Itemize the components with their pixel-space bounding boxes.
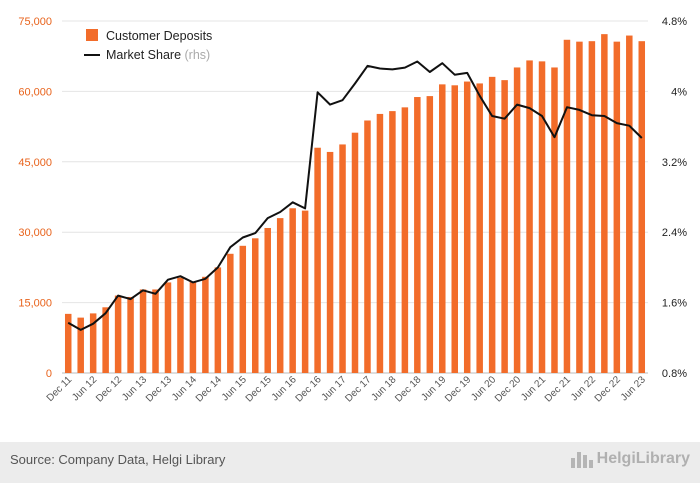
deposit-bar	[127, 296, 134, 373]
deposit-bar	[139, 289, 147, 373]
right-axis-labels: 0.8% 1.6% 2.4% 3.2% 4% 4.8%	[662, 16, 687, 380]
legend-rhs-suffix: (rhs)	[185, 48, 211, 62]
x-tick-label: Dec 22	[593, 374, 623, 404]
library-icon	[570, 450, 593, 468]
deposit-bar	[64, 313, 72, 373]
right-tick-label: 2.4%	[662, 227, 687, 239]
legend-label-market-share: Market Share (rhs)	[106, 48, 210, 62]
deposit-bar	[414, 97, 421, 374]
left-axis-labels: 0 15,000 30,000 45,000 60,000 75,000	[18, 16, 52, 380]
deposit-bar	[551, 67, 558, 374]
deposit-bar	[189, 281, 197, 373]
deposit-bar	[289, 208, 296, 373]
deposit-bar	[376, 113, 384, 373]
deposit-bar	[239, 245, 247, 373]
right-tick-label: 1.6%	[662, 298, 687, 310]
x-tick-label: Dec 19	[443, 374, 473, 404]
deposit-bar	[152, 289, 159, 373]
deposit-bar	[626, 35, 633, 374]
x-tick-label: Dec 14	[194, 374, 224, 404]
deposit-bar	[364, 120, 371, 374]
deposit-bar	[177, 277, 184, 373]
deposit-bar	[314, 147, 321, 373]
deposit-bar	[276, 218, 284, 373]
deposit-bar	[301, 210, 309, 373]
right-tick-label: 3.2%	[662, 157, 687, 169]
combo-chart: 0 15,000 30,000 45,000 60,000 75,000 0.8% 1.6%…	[18, 16, 687, 405]
deposit-bar	[164, 282, 172, 373]
deposit-bar	[439, 84, 446, 374]
x-tick-label: Dec 16	[294, 374, 324, 404]
market-share-line-path	[67, 60, 643, 331]
deposit-bar	[89, 313, 97, 373]
deposit-bar	[463, 81, 471, 373]
deposit-bar	[513, 67, 521, 374]
deposit-bar	[252, 238, 259, 373]
deposit-bar	[588, 41, 596, 373]
deposit-bar	[264, 227, 271, 373]
deposit-bar	[488, 76, 496, 373]
x-tick-label: Dec 13	[144, 374, 174, 404]
deposit-bar	[601, 34, 608, 374]
deposit-bar	[538, 61, 546, 373]
deposit-bar	[563, 39, 571, 373]
helgi-library-logo: HelgiLibrary	[570, 450, 690, 468]
deposit-bar	[114, 295, 122, 373]
legend: Customer Deposits Market Share (rhs)	[84, 29, 212, 62]
deposit-bar	[351, 132, 359, 373]
footer: Source: Company Data, Helgi Library Helg…	[0, 442, 700, 483]
x-tick-label: Dec 20	[493, 374, 523, 404]
deposit-bar	[576, 41, 583, 373]
x-tick-label: Dec 17	[343, 374, 373, 404]
x-tick-label: Dec 18	[393, 374, 423, 404]
deposit-bars	[64, 34, 646, 374]
x-tick-label: Jun 23	[619, 374, 648, 403]
left-tick-label: 15,000	[18, 298, 52, 310]
left-tick-label: 45,000	[18, 157, 52, 169]
right-tick-label: 4%	[671, 86, 687, 98]
deposit-bar	[638, 41, 646, 373]
deposit-bar	[451, 85, 458, 373]
deposit-bar	[426, 96, 434, 374]
deposit-bar	[202, 276, 209, 373]
left-tick-label: 75,000	[18, 16, 52, 28]
deposit-bar	[339, 144, 346, 373]
x-tick-label: Dec 15	[244, 374, 274, 404]
legend-label-deposits: Customer Deposits	[106, 29, 212, 43]
right-tick-label: 4.8%	[662, 16, 687, 28]
deposit-bar	[326, 151, 334, 373]
deposit-bar	[401, 107, 409, 373]
left-tick-label: 30,000	[18, 227, 52, 239]
deposit-bar	[613, 41, 621, 373]
source-text: Source: Company Data, Helgi Library	[10, 452, 226, 467]
logo-text: HelgiLibrary	[596, 450, 690, 467]
left-tick-label: 0	[46, 368, 52, 380]
deposit-bar	[102, 307, 109, 373]
deposit-bar	[501, 80, 508, 374]
deposit-bar	[476, 83, 483, 374]
deposit-bar	[227, 253, 234, 373]
deposit-bar	[389, 111, 396, 373]
market-share-line	[67, 60, 643, 331]
deposit-bar	[77, 317, 84, 373]
x-tick-label: Dec 12	[94, 374, 124, 404]
legend-bar-swatch	[86, 29, 98, 41]
right-tick-label: 0.8%	[662, 368, 687, 380]
left-tick-label: 60,000	[18, 86, 52, 98]
x-tick-label: Dec 21	[543, 374, 573, 404]
deposit-bar	[214, 267, 222, 373]
deposit-bar	[526, 60, 533, 373]
